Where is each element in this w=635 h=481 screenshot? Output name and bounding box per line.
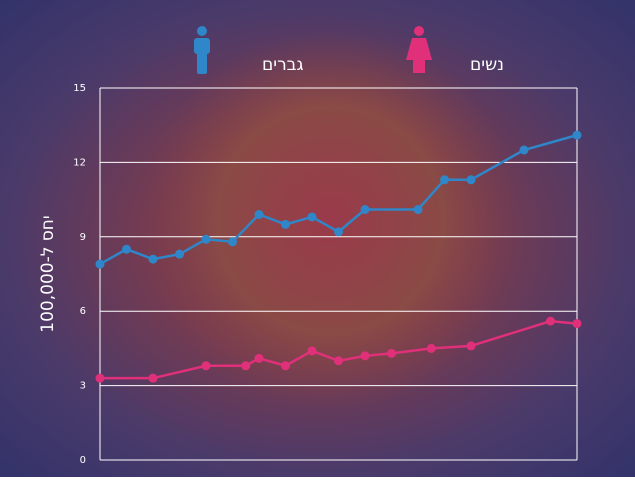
legend-male-icon (194, 26, 210, 74)
data-point (360, 351, 370, 361)
data-point (281, 219, 290, 229)
data-point (360, 205, 370, 215)
data-point (281, 361, 290, 371)
data-point (572, 319, 582, 329)
y-tick-label: 0 (80, 455, 86, 466)
data-point (307, 212, 317, 222)
legend-label: נשים (470, 55, 504, 75)
background-cell (140, 30, 520, 410)
data-point (307, 346, 317, 356)
y-tick-label: 12 (73, 157, 86, 168)
y-tick-label: 3 (80, 381, 86, 392)
y-tick-label: 6 (80, 306, 86, 317)
data-point (148, 373, 158, 383)
data-point (572, 130, 582, 140)
data-point (426, 343, 436, 353)
data-point (201, 234, 211, 244)
data-point (334, 227, 343, 237)
series-line (99, 133, 578, 266)
data-point (519, 145, 529, 155)
data-point (122, 244, 131, 254)
data-point (201, 361, 211, 371)
y-tick-label: 9 (80, 232, 86, 243)
legend-label: גברים (262, 55, 304, 75)
data-point (440, 175, 449, 185)
data-point (466, 341, 476, 351)
data-point (95, 259, 105, 269)
data-point (254, 209, 264, 219)
data-point (175, 249, 184, 259)
y-axis-label: יחס ל-100,000 (38, 215, 58, 332)
data-point (148, 254, 158, 264)
legend-female-icon (406, 26, 432, 73)
data-point (413, 205, 423, 215)
series-line (100, 319, 578, 380)
data-point (241, 361, 251, 371)
data-point (387, 348, 396, 358)
y-tick-label: 15 (73, 83, 86, 94)
data-point (466, 175, 476, 185)
data-point (228, 237, 237, 247)
data-point (95, 373, 105, 383)
data-point (334, 356, 343, 366)
data-point (254, 353, 264, 363)
data-point (546, 316, 555, 326)
